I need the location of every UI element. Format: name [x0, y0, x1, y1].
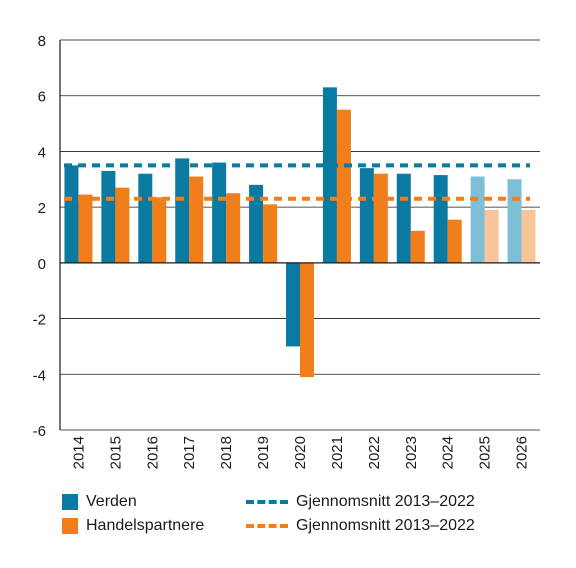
bar-verden-2026	[507, 179, 522, 263]
x-tick-label: 2023	[403, 436, 420, 469]
bar-verden-2015	[101, 170, 116, 263]
x-tick-label: 2025	[477, 436, 494, 469]
x-tick-label: 2016	[144, 436, 161, 469]
bar-handelspartnere-2020	[300, 262, 314, 378]
axes	[59, 40, 540, 430]
x-tick-label: 2018	[218, 436, 235, 469]
bar-verden-2016	[138, 173, 153, 263]
x-axis-ticks: 2014 2015 2016 2017 2018 2019 2020 2021 2022 2023…	[70, 436, 530, 469]
x-tick-label: 2021	[329, 436, 346, 469]
bar-handelspartnere-2015	[115, 187, 130, 263]
x-tick-label: 2022	[366, 436, 383, 469]
bar-verden-2023	[396, 173, 411, 263]
bar-verden-2020	[286, 262, 300, 347]
bar-handelspartnere-2019	[263, 204, 278, 263]
bar-verden-2025	[470, 176, 485, 263]
bar-verden-2014	[64, 165, 79, 263]
y-tick-label: 0	[38, 256, 46, 273]
y-tick-label: 2	[38, 200, 46, 217]
x-tick-label: 2020	[292, 436, 309, 469]
bar-handelspartnere-2023	[410, 230, 425, 263]
bar-verden-2024	[433, 175, 448, 263]
reference-lines	[64, 163, 530, 201]
bars	[64, 87, 536, 378]
y-tick-label: -6	[33, 423, 46, 440]
y-tick-label: 8	[38, 33, 46, 50]
x-tick-label: 2024	[440, 436, 457, 469]
x-tick-label: 2017	[181, 436, 198, 469]
x-tick-label: 2019	[255, 436, 272, 469]
bar-handelspartnere-2026	[521, 209, 536, 263]
y-tick-label: -2	[33, 312, 46, 329]
bar-verden-2017	[175, 158, 190, 263]
x-tick-label: 2014	[70, 436, 87, 469]
bar-handelspartnere-2017	[189, 176, 204, 263]
bar-verden-2021	[322, 87, 337, 263]
bar-handelspartnere-2016	[152, 197, 167, 263]
bar-verden-2022	[359, 168, 374, 263]
y-tick-label: -4	[33, 367, 46, 384]
y-tick-label: 4	[38, 144, 46, 161]
bar-handelspartnere-2022	[373, 173, 388, 263]
bar-handelspartnere-2025	[484, 209, 499, 263]
bar-handelspartnere-2018	[226, 193, 241, 263]
bar-verden-2018	[212, 162, 227, 263]
bar-handelspartnere-2021	[336, 109, 351, 263]
x-tick-label: 2026	[514, 436, 531, 469]
bar-handelspartnere-2014	[78, 194, 93, 263]
x-tick-label: 2015	[107, 436, 124, 469]
y-axis-ticks: -6 -4 -2 0 2 4 6 8	[33, 33, 46, 440]
bar-verden-2019	[249, 184, 264, 263]
y-tick-label: 6	[38, 89, 46, 106]
bar-handelspartnere-2024	[447, 219, 462, 263]
